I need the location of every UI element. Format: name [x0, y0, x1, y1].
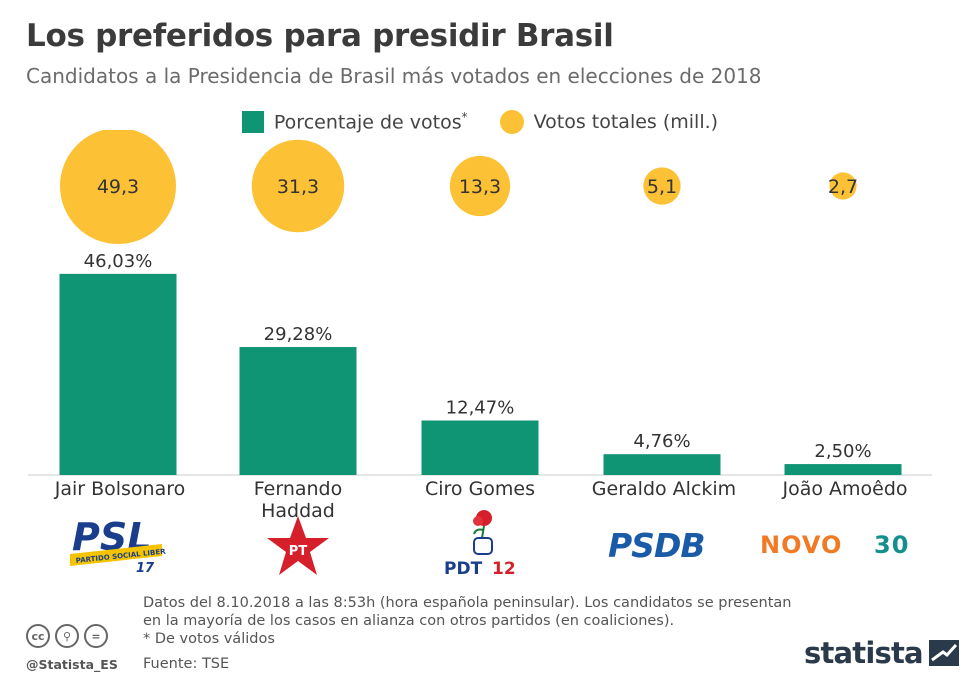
- bar: [239, 347, 357, 475]
- svg-text:PT: PT: [289, 544, 308, 559]
- pdt-logo: PDT 12: [444, 510, 516, 579]
- nd-icon: =: [84, 624, 108, 648]
- vote-bubble: [251, 139, 345, 233]
- svg-text:12: 12: [492, 559, 516, 579]
- bar-value-label: 12,47%: [446, 398, 515, 419]
- by-icon: ⚲: [55, 624, 79, 648]
- footnote-line: Datos del 8.10.2018 a las 8:53h (hora es…: [143, 595, 792, 611]
- psl-logo: PSL PARTIDO SOCIAL LIBERAL 17: [70, 515, 166, 574]
- bar-value-label: 2,50%: [814, 441, 871, 462]
- vote-bubble: [449, 155, 511, 217]
- legend-swatch-dot: [499, 110, 524, 134]
- bar-value-label: 29,28%: [264, 324, 333, 345]
- legend-item-votes: Votos totales (mill.): [499, 110, 719, 134]
- twitter-handle[interactable]: @Statista_ES: [26, 657, 118, 672]
- legend-swatch-bar: [241, 110, 264, 133]
- bar: [784, 464, 902, 475]
- statista-brand[interactable]: statista: [804, 636, 959, 670]
- svg-text:NOVO: NOVO: [760, 531, 842, 559]
- cc-license[interactable]: cc ⚲ =: [26, 624, 108, 648]
- source-note: Fuente: TSE: [143, 656, 230, 672]
- bubble-value-label: 49,3: [97, 176, 139, 198]
- bubble-value-label: 2,7: [828, 176, 858, 198]
- candidate-name: Ciro Gomes: [424, 478, 536, 500]
- bar-value-label: 46,03%: [84, 251, 153, 272]
- legend-label-votes: Votos totales (mill.): [533, 111, 719, 133]
- footnote-line: en la mayoría de los casos en alianza co…: [143, 613, 675, 629]
- svg-text:PDT: PDT: [444, 559, 483, 579]
- brand-name: statista: [804, 636, 924, 670]
- footnote-asterisk: * De votos válidos: [143, 631, 275, 647]
- candidate-name: Geraldo Alckim: [591, 478, 737, 500]
- statista-icon: [928, 640, 959, 666]
- legend-item-percent: Porcentaje de votos*: [241, 110, 468, 134]
- candidate-name: Fernando Haddad: [253, 478, 343, 522]
- novo-logo: NOVO 30: [760, 531, 909, 559]
- svg-text:17: 17: [136, 561, 155, 574]
- psdb-logo: PSDB: [608, 526, 706, 564]
- cc-icon: cc: [26, 624, 50, 648]
- bar: [421, 420, 539, 475]
- bar-value-label: 4,76%: [633, 431, 690, 452]
- legend: Porcentaje de votos* Votos totales (mill…: [0, 110, 960, 134]
- bar-chart: 46,03% 49,3 29,28% 31,3 12,47% 13,3 4,76% 5,1 2,…: [28, 130, 932, 476]
- chart-subtitle: Candidatos a la Presidencia de Brasil má…: [26, 64, 762, 88]
- candidate-name: João Amoêdo: [782, 478, 908, 500]
- svg-text:30: 30: [874, 531, 909, 559]
- chart-title: Los preferidos para presidir Brasil: [26, 18, 614, 54]
- candidate-name: Jair Bolsonaro: [54, 478, 186, 500]
- pt-logo: PT: [267, 516, 329, 575]
- footnotes: Datos del 8.10.2018 a las 8:53h (hora es…: [143, 594, 791, 648]
- vote-bubble: [643, 167, 681, 205]
- vote-bubble: [829, 172, 857, 200]
- bubble-value-label: 5,1: [647, 176, 677, 198]
- legend-label-percent: Porcentaje de votos*: [273, 110, 468, 134]
- vote-bubble: [60, 130, 176, 244]
- svg-text:PSDB: PSDB: [608, 526, 705, 564]
- bubble-value-label: 31,3: [277, 176, 319, 198]
- bubble-value-label: 13,3: [459, 176, 501, 198]
- bar: [59, 273, 177, 475]
- bar: [603, 454, 721, 475]
